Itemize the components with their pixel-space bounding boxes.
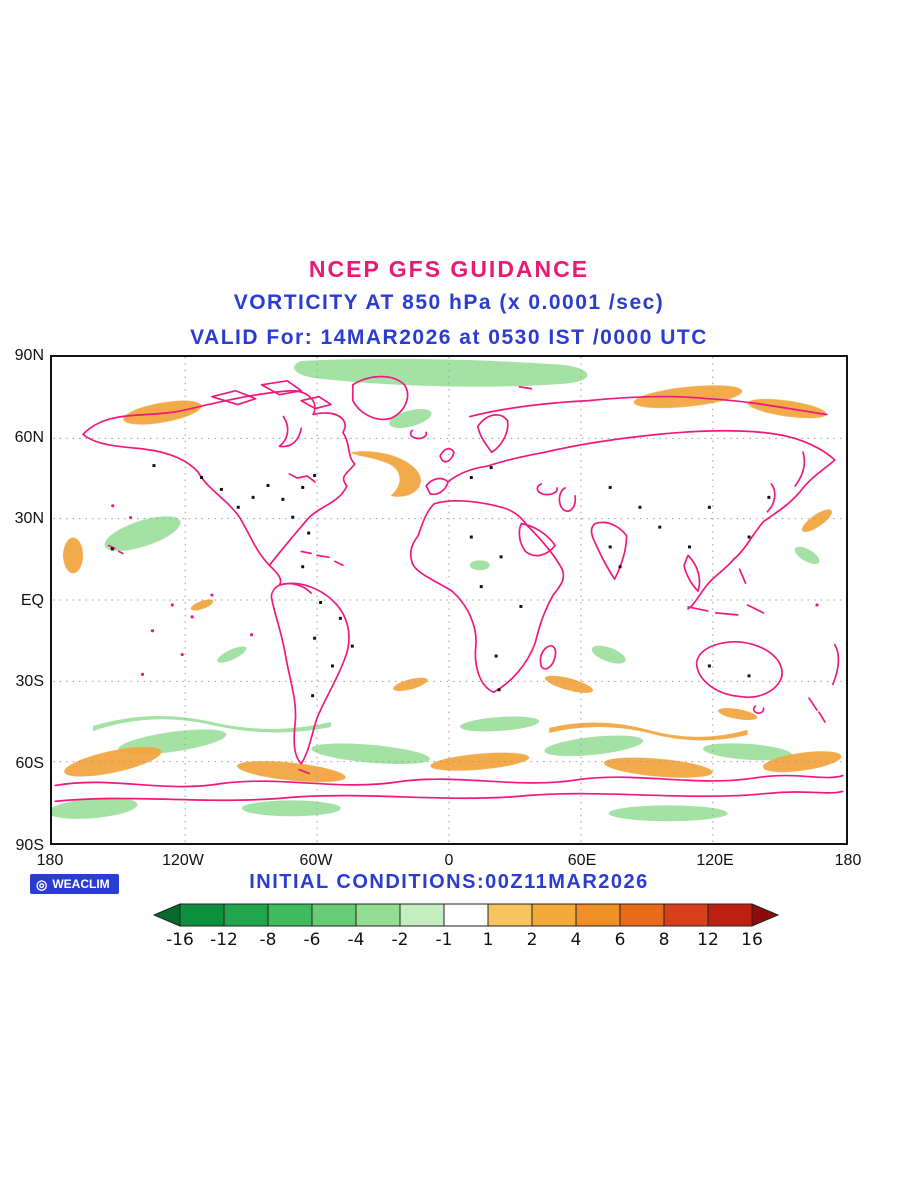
lat-tick-30s: 30S: [15, 673, 44, 690]
vorticity-map-svg: [52, 357, 845, 843]
colorbar-tick: 16: [741, 930, 763, 950]
colorbar-tick: 12: [697, 930, 719, 950]
lon-tick-180e: 180: [834, 852, 862, 869]
colorbar-tick: 1: [482, 930, 494, 950]
colorbar: -16 -12 -8 -6 -4 -2 -1 1 2 4 6 8 12 16: [152, 903, 780, 953]
colorbar-tick: 2: [526, 930, 538, 950]
lat-tick-30n: 30N: [14, 510, 44, 527]
lon-tick-120e: 120E: [696, 852, 734, 869]
colorbar-tick: -1: [435, 930, 453, 950]
station-markers: [110, 464, 771, 698]
chart-valid-time: VALID For: 14MAR2026 at 0530 IST /0000 U…: [190, 326, 708, 349]
chart-subtitle-variable: VORTICITY AT 850 hPa (x 0.0001 /sec): [233, 291, 665, 314]
colorbar-segment: [531, 903, 577, 927]
colorbar-tick: 6: [614, 930, 626, 950]
colorbar-segment: [311, 903, 357, 927]
lat-tick-eq: EQ: [20, 592, 44, 609]
lat-tick-90n: 90N: [14, 347, 44, 364]
colorbar-segment: [355, 903, 401, 927]
colorbar-segment: [443, 903, 489, 927]
lat-tick-60n: 60N: [14, 429, 44, 446]
colorbar-segment: [619, 903, 665, 927]
lon-tick-60w: 60W: [299, 852, 333, 869]
colorbar-tick: -6: [303, 930, 321, 950]
lat-tick-90s: 90S: [15, 837, 44, 854]
colorbar-tick: -12: [210, 930, 238, 950]
colorbar-segment: [575, 903, 621, 927]
coastline-specks: [111, 504, 819, 676]
weaclim-logo-icon: ◎: [36, 876, 48, 892]
colorbar-segment: [707, 903, 753, 927]
colorbar-segment: [663, 903, 709, 927]
weaclim-logo-label: WEACLIM: [52, 877, 110, 891]
lon-tick-0: 0: [444, 852, 454, 869]
chart-title: NCEP GFS GUIDANCE: [308, 256, 590, 282]
colorbar-segment: [487, 903, 533, 927]
colorbar-tick: -8: [259, 930, 277, 950]
coastlines: [54, 375, 844, 803]
colorbar-svg: [152, 903, 780, 927]
negative-vorticity-shading: [52, 358, 820, 822]
weaclim-logo-badge: ◎ WEACLIM: [30, 874, 119, 894]
colorbar-tick: -4: [347, 930, 365, 950]
colorbar-tick: 8: [658, 930, 670, 950]
lon-tick-180w: 180: [36, 852, 64, 869]
positive-vorticity-shading: [63, 385, 842, 783]
map-plot: [50, 355, 848, 845]
colorbar-segment: [179, 903, 225, 927]
colorbar-tick: -16: [166, 930, 194, 950]
colorbar-segment: [223, 903, 269, 927]
colorbar-tick: -2: [391, 930, 409, 950]
initial-conditions-text: INITIAL CONDITIONS:00Z11MAR2026: [249, 871, 649, 893]
lat-tick-60s: 60S: [15, 755, 44, 772]
colorbar-segment: [399, 903, 445, 927]
colorbar-left-arrow: [152, 903, 181, 927]
colorbar-segment: [267, 903, 313, 927]
colorbar-tick: 4: [570, 930, 582, 950]
lon-tick-60e: 60E: [567, 852, 597, 869]
lon-tick-120w: 120W: [162, 852, 204, 869]
colorbar-right-arrow: [751, 903, 780, 927]
